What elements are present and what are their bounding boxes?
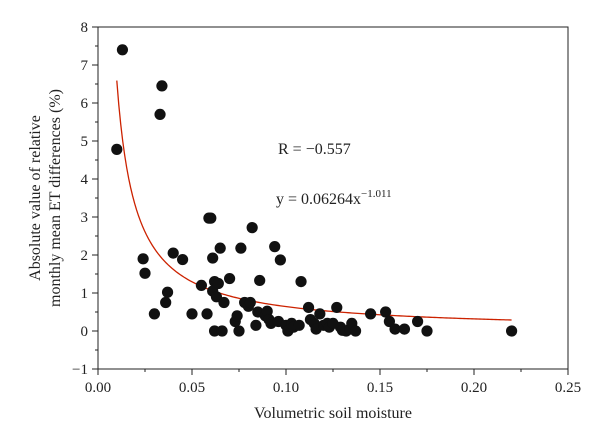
data-point bbox=[148, 308, 160, 320]
data-point bbox=[389, 323, 401, 335]
data-point bbox=[302, 301, 315, 314]
data-point bbox=[116, 44, 129, 56]
x-axis-label: Volumetric soil moisture bbox=[254, 405, 412, 422]
fit-curve bbox=[116, 80, 512, 321]
equation-annotation: y = 0.06264x−1.011 bbox=[276, 188, 392, 208]
data-point bbox=[224, 272, 236, 285]
data-point bbox=[412, 315, 424, 328]
y-axis-label-line1: Absolute value of relative bbox=[27, 115, 44, 281]
data-point bbox=[233, 325, 245, 337]
y-tick-label: 5 bbox=[81, 134, 89, 150]
data-point bbox=[314, 308, 326, 320]
data-point bbox=[137, 253, 149, 265]
data-point bbox=[274, 254, 286, 266]
data-point bbox=[331, 301, 343, 314]
r-annotation: R = −0.557 bbox=[278, 141, 351, 158]
data-point bbox=[365, 308, 377, 320]
x-tick-label: 0.05 bbox=[179, 380, 205, 396]
data-point bbox=[156, 80, 168, 92]
data-point bbox=[186, 308, 198, 320]
x-tick-label: 0.15 bbox=[367, 380, 393, 396]
data-point bbox=[261, 305, 273, 317]
data-point bbox=[212, 277, 224, 290]
data-point bbox=[167, 247, 179, 259]
fit-curve-group bbox=[116, 80, 512, 321]
tick-group: 0.00 0.05 0.10 0.15 0.20 0.25 −1 0 1 2 3 4 5 6 7 8 bbox=[72, 20, 581, 396]
x-tick-label: 0.10 bbox=[273, 380, 299, 396]
y-tick-label: 1 bbox=[81, 286, 89, 302]
y-tick-label: 6 bbox=[81, 96, 89, 112]
data-point bbox=[293, 319, 305, 331]
data-point bbox=[269, 241, 281, 253]
y-tick-label: 7 bbox=[81, 58, 89, 74]
data-point bbox=[139, 267, 151, 279]
data-point bbox=[231, 310, 243, 322]
y-tick-label: 4 bbox=[81, 172, 89, 188]
data-point bbox=[250, 319, 262, 331]
y-tick-label: −1 bbox=[72, 362, 88, 378]
y-tick-label: 3 bbox=[81, 210, 89, 226]
data-point bbox=[244, 296, 256, 309]
data-point bbox=[161, 286, 174, 298]
data-point bbox=[160, 296, 172, 309]
data-point bbox=[154, 108, 166, 120]
data-point bbox=[111, 143, 123, 155]
equation-exponent: −1.011 bbox=[361, 188, 392, 200]
data-point bbox=[235, 242, 247, 254]
y-tick-label: 0 bbox=[81, 324, 89, 340]
data-point bbox=[216, 325, 228, 337]
y-tick-label: 8 bbox=[81, 20, 89, 36]
x-tick-label: 0.25 bbox=[555, 380, 581, 396]
equation-main: y = 0.06264x bbox=[276, 191, 361, 208]
points-group bbox=[111, 44, 518, 337]
y-tick-label: 2 bbox=[81, 248, 89, 264]
data-point bbox=[349, 325, 362, 337]
data-point bbox=[380, 306, 392, 318]
data-point bbox=[246, 222, 258, 234]
data-point bbox=[177, 253, 189, 266]
x-tick-label: 0.20 bbox=[461, 380, 487, 396]
data-point bbox=[205, 212, 217, 224]
data-point bbox=[254, 274, 266, 287]
y-axis-label-line2: monthly mean ET differences (%) bbox=[47, 89, 64, 307]
data-point bbox=[214, 242, 226, 254]
data-point bbox=[201, 308, 213, 320]
data-point bbox=[506, 325, 518, 337]
data-point bbox=[421, 325, 433, 337]
x-tick-label: 0.00 bbox=[85, 380, 111, 396]
data-point bbox=[218, 296, 230, 309]
data-point bbox=[295, 276, 307, 288]
data-point bbox=[398, 323, 411, 335]
data-point bbox=[207, 252, 219, 264]
data-point bbox=[195, 279, 207, 291]
